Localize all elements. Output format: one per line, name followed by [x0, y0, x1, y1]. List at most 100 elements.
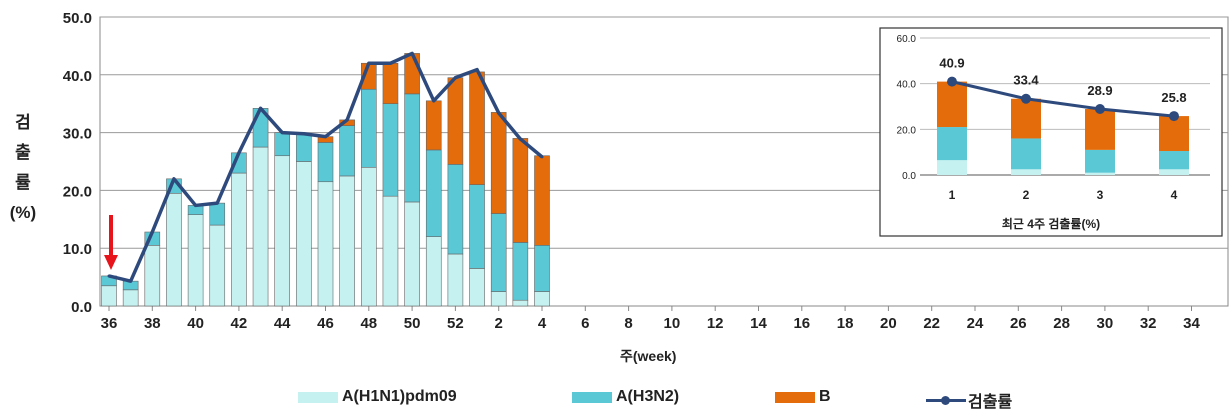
bar-h1n1 [490, 291, 507, 307]
rate-point [215, 201, 219, 205]
y-tick-label: 20.0 [63, 183, 92, 200]
bar-h1n1 [101, 285, 117, 307]
inset-x-tick-label: 3 [1097, 188, 1104, 202]
bar-h3n2 [469, 184, 485, 269]
x-tick-label: 28 [1053, 315, 1070, 332]
inset-y-tick-label: 40.0 [897, 80, 917, 91]
x-tick-label: 26 [1010, 315, 1027, 332]
inset-data-label: 40.9 [939, 56, 964, 71]
rate-point [475, 68, 479, 72]
x-tick-label: 18 [837, 315, 854, 332]
legend-item-h3n2: A(H3N2) [572, 388, 679, 406]
rate-point [497, 111, 501, 115]
bar-h1n1 [122, 289, 139, 307]
bar-b [382, 62, 399, 105]
rate-point [367, 61, 371, 65]
bar-b [490, 112, 507, 214]
inset-x-tick-label: 1 [949, 188, 956, 202]
bar-h1n1 [425, 236, 442, 307]
x-tick-label: 48 [360, 315, 377, 332]
x-axis-label: 주(week) [620, 348, 677, 364]
inset-data-label: 28.9 [1087, 83, 1112, 98]
inset-bar-h3n2 [1085, 149, 1115, 173]
bar-h3n2 [404, 93, 420, 203]
bar-b [425, 100, 442, 151]
bar-h1n1 [231, 172, 247, 307]
legend-swatch-rate [926, 395, 966, 406]
bar-h3n2 [209, 202, 226, 226]
bar-h1n1 [512, 299, 529, 307]
x-tick-label: 32 [1140, 315, 1157, 332]
legend-item-rate: 검출률 [926, 388, 1012, 412]
y-label-char-3: 률 [15, 173, 31, 192]
x-tick-label: 4 [538, 315, 547, 332]
legend-label-h1n1: A(H1N1)pdm09 [342, 388, 457, 405]
inset-x-tick-label: 4 [1171, 188, 1178, 202]
rate-point [280, 131, 284, 135]
rate-point [259, 106, 263, 110]
rate-point [129, 279, 133, 283]
rate-point [324, 135, 327, 139]
x-tick-label: 36 [101, 315, 118, 332]
inset-y-tick-label: 20.0 [897, 125, 917, 136]
inset-data-label: 33.4 [1013, 73, 1039, 88]
bar-h1n1 [166, 192, 182, 307]
legend-item-b: B [775, 388, 831, 406]
bar-b [447, 77, 464, 165]
bar-h3n2 [317, 142, 334, 183]
bar-b [469, 71, 485, 185]
rate-point [518, 137, 522, 141]
legend-swatch-b [775, 391, 815, 403]
bar-h3n2 [534, 245, 550, 292]
x-tick-label: 42 [231, 315, 248, 332]
y-tick-label: 40.0 [63, 68, 92, 85]
x-tick-label: 20 [880, 315, 897, 332]
bar-h3n2 [425, 149, 442, 237]
y-label-char-2: 출 [15, 143, 31, 162]
bar-b [404, 53, 420, 95]
bar-b [512, 138, 529, 243]
inset-bar-h3n2 [937, 127, 967, 161]
inset-rate-point [1169, 111, 1179, 122]
x-tick-label: 52 [447, 315, 464, 332]
x-tick-label: 34 [1183, 315, 1200, 332]
red-arrow-head [104, 255, 118, 270]
bar-h3n2 [360, 88, 377, 168]
inset-bar-h1n1 [937, 160, 967, 175]
inset-rate-point [947, 76, 957, 87]
inset-rate-point [1095, 104, 1105, 115]
y-tick-label: 50.0 [63, 10, 92, 27]
inset-bar-h3n2 [1011, 138, 1041, 170]
inset-rate-line [951, 80, 1175, 118]
bar-h1n1 [339, 175, 355, 307]
inset-data-label: 25.8 [1161, 90, 1186, 105]
inset-bar-h1n1 [1085, 172, 1115, 175]
bar-h1n1 [209, 224, 226, 307]
bar-b [534, 155, 550, 246]
legend-item-h1n1: A(H1N1)pdm09 [298, 388, 457, 406]
bar-h1n1 [274, 155, 291, 307]
x-tick-label: 24 [967, 315, 984, 332]
x-tick-label: 38 [144, 315, 161, 332]
x-tick-label: 10 [664, 315, 681, 332]
bar-h1n1 [534, 291, 550, 307]
bar-h1n1 [404, 201, 420, 307]
inset-y-tick-label: 60.0 [897, 34, 917, 45]
x-tick-label: 14 [750, 315, 767, 332]
bar-h3n2 [512, 242, 529, 301]
bar-h3n2 [296, 133, 312, 162]
rate-point [107, 274, 111, 278]
inset-rate-point [1021, 93, 1031, 104]
rate-point [432, 99, 436, 103]
bar-h3n2 [339, 125, 355, 177]
y-axis-label: 검 출 률 (%) [8, 108, 38, 228]
bar-h1n1 [469, 268, 485, 307]
x-tick-label: 6 [581, 315, 589, 332]
legend-swatch-h1n1 [298, 391, 338, 403]
bar-h1n1 [360, 166, 377, 307]
x-tick-label: 22 [923, 315, 940, 332]
bar-h1n1 [296, 161, 312, 307]
x-tick-label: 30 [1097, 315, 1114, 332]
x-tick-label: 12 [707, 315, 724, 332]
rate-point [410, 51, 414, 55]
